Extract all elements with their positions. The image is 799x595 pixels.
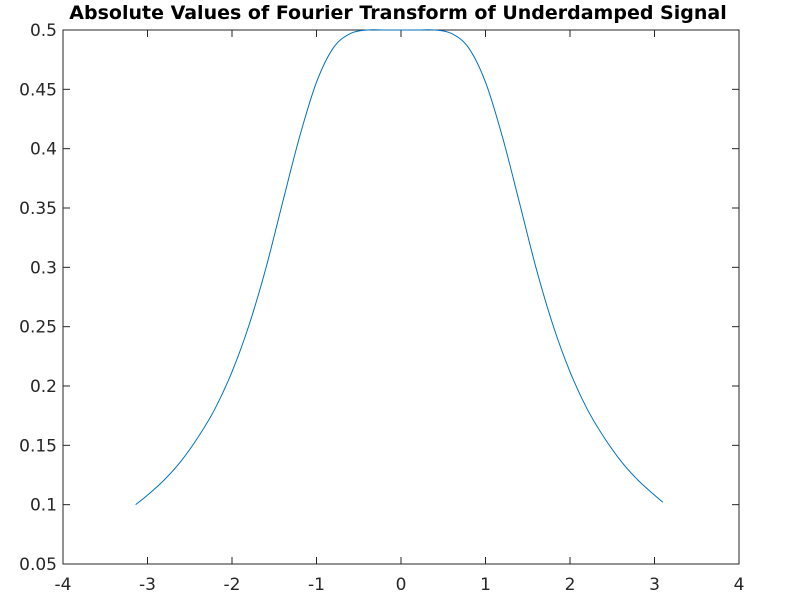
x-tick-label: 1: [480, 575, 491, 595]
y-tick-label: 0.4: [30, 140, 57, 160]
axis-ticks: [62, 29, 740, 565]
y-tick-label: 0.35: [19, 199, 57, 219]
x-tick-label: -2: [224, 575, 241, 595]
x-tick-label: 4: [734, 575, 745, 595]
y-tick-label: 0.1: [30, 496, 57, 516]
x-tick-label: -4: [55, 575, 72, 595]
y-tick-label: 0.25: [19, 318, 57, 338]
series-line: [135, 29, 664, 506]
axis-tick-labels: -4 -3 -2 -1 0 1 2 3 4 0.05 0.1 0.15 0.2 0.25 0.3 0.35 0.…: [19, 21, 744, 595]
y-tick-label: 0.2: [30, 377, 57, 397]
plot-area: [62, 29, 740, 565]
x-tick-label: -3: [139, 575, 156, 595]
x-tick-label: -1: [308, 575, 325, 595]
chart-title: Absolute Values of Fourier Transform of …: [69, 2, 726, 24]
y-tick-label: 0.15: [19, 436, 57, 456]
y-tick-label: 0.3: [30, 258, 57, 278]
y-tick-label: 0.05: [19, 555, 57, 575]
x-tick-label: 2: [565, 575, 576, 595]
y-tick-label: 0.5: [30, 21, 57, 41]
y-tick-label: 0.45: [19, 80, 57, 100]
x-tick-label: 0: [396, 575, 407, 595]
x-tick-label: 3: [649, 575, 660, 595]
